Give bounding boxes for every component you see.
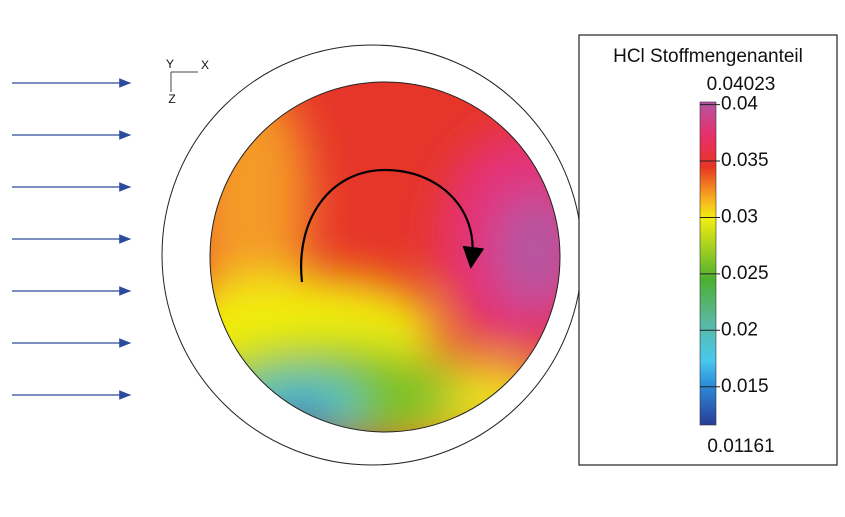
domain-outline [209, 81, 561, 433]
colorbar [699, 101, 717, 426]
axis-z: Z [168, 92, 175, 106]
contour-field [210, 82, 560, 432]
tick-label: 0.02 [721, 319, 758, 340]
axis-x: X [201, 58, 209, 72]
legend-max: 0.04023 [707, 74, 776, 95]
legend-title: HCl Stoffmengenanteil [613, 46, 803, 67]
legend-min: 0.01161 [707, 436, 774, 457]
rotation-arrow [300, 168, 485, 283]
inflow-arrows [12, 78, 132, 400]
tick-label: 0.025 [721, 263, 769, 284]
colorbar-ticks: 0.04 0.035 0.03 0.025 0.02 0.015 [700, 94, 769, 397]
tick-label: 0.015 [721, 376, 769, 397]
tick-label: 0.03 [721, 206, 758, 227]
tick-label: 0.04 [721, 94, 758, 115]
axis-y: Y [166, 57, 174, 71]
orientation-triad: Y X Z [166, 57, 209, 106]
tick-label: 0.035 [721, 150, 769, 171]
